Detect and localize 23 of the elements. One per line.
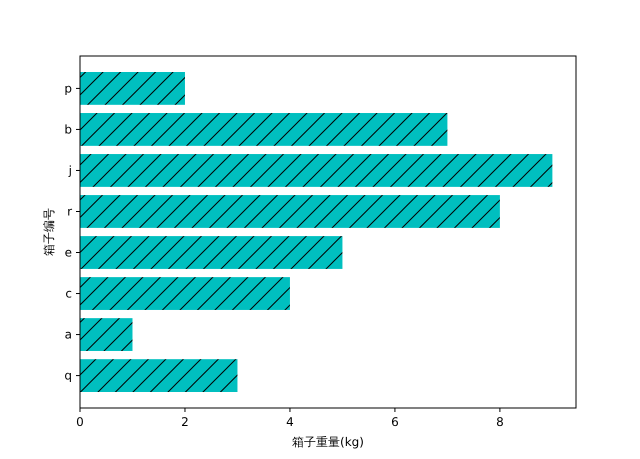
y-tick-label: r bbox=[67, 204, 72, 218]
y-tick-label: p bbox=[64, 81, 72, 96]
x-tick-label: 8 bbox=[496, 415, 504, 429]
x-tick-label: 2 bbox=[181, 415, 189, 429]
bar bbox=[80, 154, 552, 187]
y-tick-label: e bbox=[64, 246, 72, 260]
y-tick-label: c bbox=[65, 286, 72, 301]
x-axis-title: 箱子重量(kg) bbox=[292, 435, 364, 449]
bar bbox=[80, 359, 238, 392]
bar bbox=[80, 277, 290, 310]
bar bbox=[80, 318, 132, 351]
bar bbox=[80, 236, 342, 269]
y-tick-label: j bbox=[68, 163, 72, 178]
x-tick-label: 0 bbox=[76, 415, 84, 429]
x-tick-label: 6 bbox=[391, 415, 399, 429]
bar bbox=[80, 72, 185, 105]
y-tick-label: a bbox=[64, 328, 72, 342]
x-tick-label: 4 bbox=[286, 415, 294, 429]
bar bbox=[80, 195, 500, 228]
y-tick-label: q bbox=[64, 368, 72, 383]
y-axis-title: 箱子编号 bbox=[42, 208, 56, 256]
bar bbox=[80, 113, 448, 146]
y-tick-label: b bbox=[64, 122, 72, 136]
